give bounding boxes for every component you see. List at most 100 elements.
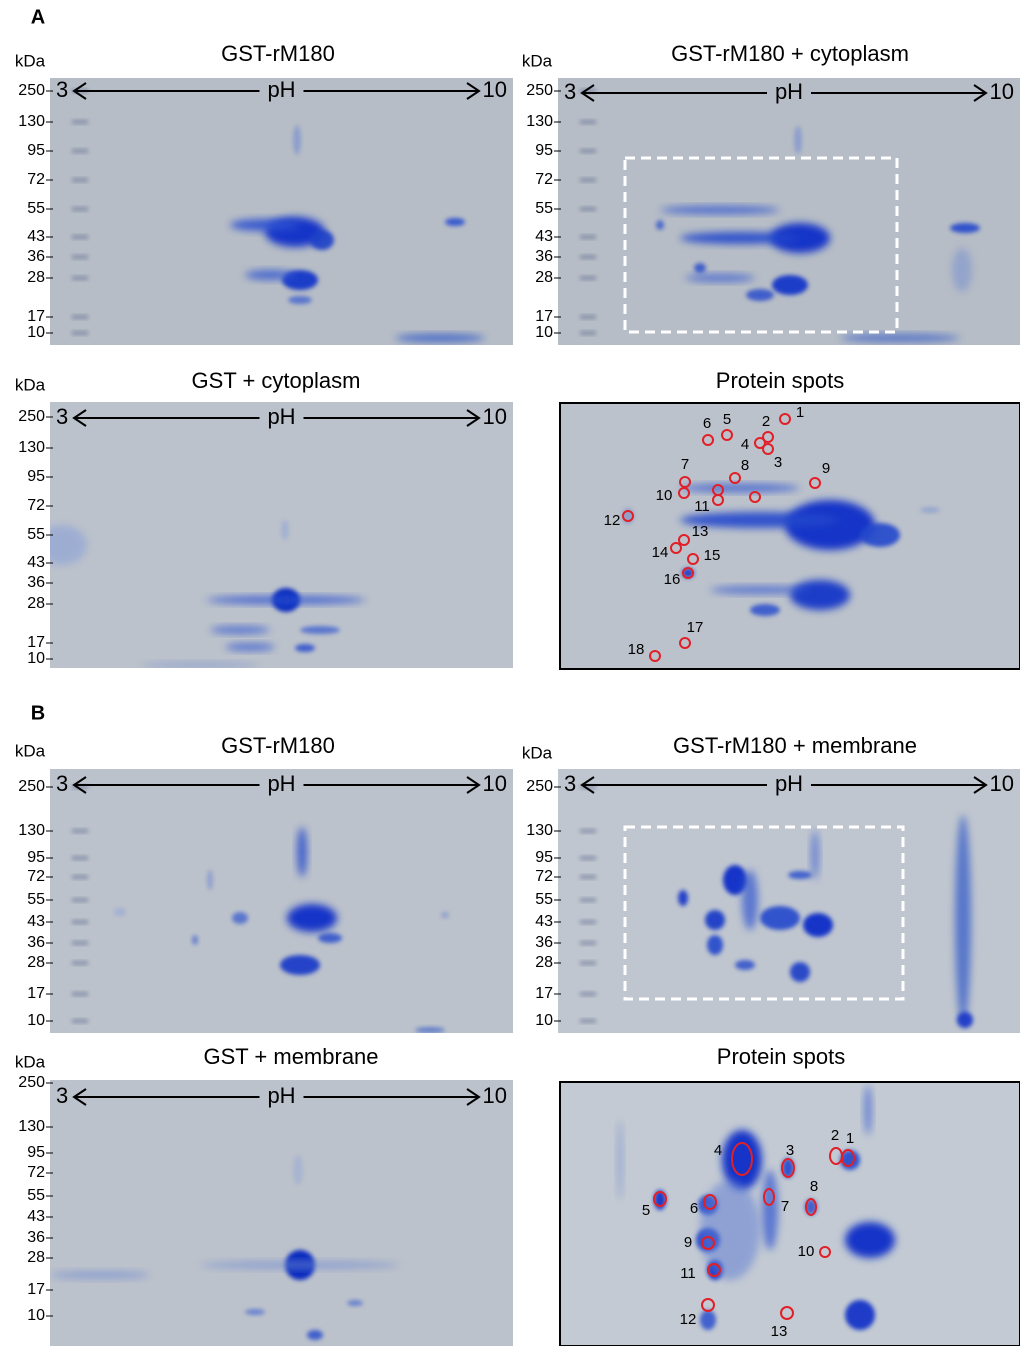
ph-label: pH xyxy=(267,404,295,429)
marker-label: 43 xyxy=(27,1208,45,1225)
ladder-band xyxy=(580,992,596,996)
protein-blob xyxy=(445,218,465,226)
ladder-band xyxy=(72,149,88,153)
protein-blob xyxy=(742,870,758,930)
marker-label: 43 xyxy=(27,228,45,245)
protein-blob xyxy=(232,912,248,924)
marker-label: 95 xyxy=(27,468,45,485)
spot-number: 7 xyxy=(781,1198,789,1215)
unit-label: kDa xyxy=(15,375,46,394)
protein-blob xyxy=(210,626,270,634)
marker-label: 10 xyxy=(27,1012,45,1029)
panel-title: GST + cytoplasm xyxy=(192,368,361,393)
arrow-head xyxy=(72,409,87,427)
ladder-band xyxy=(580,235,596,239)
marker-label: 10 xyxy=(27,650,45,667)
ph-low: 3 xyxy=(56,404,68,429)
gel-image xyxy=(50,769,513,1033)
ph-low: 3 xyxy=(56,1083,68,1108)
marker-label: 28 xyxy=(27,954,45,971)
protein-blob xyxy=(441,912,449,918)
marker-label: 17 xyxy=(27,308,45,325)
gel-background xyxy=(50,769,513,1033)
ph-high: 10 xyxy=(483,77,507,102)
panel-title: GST-rM180 xyxy=(221,41,335,66)
protein-blob xyxy=(746,289,774,301)
spot-number: 10 xyxy=(656,487,673,504)
marker-label: 36 xyxy=(27,574,45,591)
protein-blob xyxy=(395,334,485,342)
spot-number: 8 xyxy=(741,457,749,474)
protein-blob xyxy=(790,962,810,982)
spot-circle xyxy=(703,1194,717,1210)
marker-label: 36 xyxy=(27,248,45,265)
spot-number: 10 xyxy=(798,1243,815,1260)
marker-label: 72 xyxy=(27,1164,45,1181)
protein-blob xyxy=(845,1222,895,1258)
marker-label: 28 xyxy=(27,269,45,286)
marker-label: 17 xyxy=(27,634,45,651)
ladder-band xyxy=(72,941,88,945)
marker-label: 55 xyxy=(27,200,45,217)
marker-label: 250 xyxy=(18,1074,45,1091)
protein-blob xyxy=(788,871,812,879)
ph-high: 10 xyxy=(990,79,1014,104)
ladder-band xyxy=(580,207,596,211)
spot-circle xyxy=(707,1263,721,1277)
ladder-band xyxy=(72,875,88,879)
spot-circle xyxy=(679,637,691,649)
marker-label: 55 xyxy=(535,891,553,908)
ph-label: pH xyxy=(267,771,295,796)
gel-background xyxy=(558,78,1020,345)
panel-title: GST-rM180 + cytoplasm xyxy=(671,41,909,66)
panel-border xyxy=(559,1081,1020,1346)
unit-label: kDa xyxy=(522,743,553,762)
spot-circle xyxy=(780,1306,794,1320)
spot-number: 15 xyxy=(704,547,721,564)
arrow-head xyxy=(466,776,481,794)
gel-background xyxy=(50,78,513,345)
marker-label: 250 xyxy=(18,408,45,425)
marker-label: 250 xyxy=(526,778,553,795)
zoom-region xyxy=(623,156,899,334)
spot-number: 2 xyxy=(762,413,770,430)
spot-number: 11 xyxy=(694,498,710,515)
spot-circle xyxy=(701,1236,715,1250)
spot-number: 13 xyxy=(771,1323,788,1340)
ph-high: 10 xyxy=(990,771,1014,796)
ladder-band xyxy=(72,120,88,124)
spot-circle xyxy=(622,510,634,522)
gel-image xyxy=(558,78,1020,345)
protein-blob xyxy=(297,827,307,877)
spot-circle xyxy=(682,567,694,579)
protein-blob xyxy=(920,507,940,513)
ladder-band xyxy=(72,255,88,259)
spot-circle xyxy=(781,1158,795,1178)
marker-label: 130 xyxy=(526,822,553,839)
marker-label: 43 xyxy=(27,913,45,930)
protein-blob xyxy=(293,125,301,155)
protein-blob xyxy=(140,662,260,668)
panel-title: Protein spots xyxy=(716,368,844,393)
ph-low: 3 xyxy=(56,77,68,102)
ladder-band xyxy=(580,315,596,319)
marker-label: 28 xyxy=(535,269,553,286)
protein-blob xyxy=(300,626,340,634)
spot-circle xyxy=(754,437,766,449)
protein-blob xyxy=(678,890,688,906)
protein-blob xyxy=(617,1120,623,1200)
protein-blob xyxy=(790,580,850,610)
protein-blob xyxy=(685,274,755,282)
protein-blob xyxy=(347,1300,363,1306)
marker-label: 17 xyxy=(27,1281,45,1298)
spot-number: 9 xyxy=(684,1234,692,1251)
ladder-band xyxy=(72,992,88,996)
marker-label: 36 xyxy=(27,934,45,951)
protein-blob xyxy=(280,955,320,975)
marker-label: 95 xyxy=(27,849,45,866)
arrow-head xyxy=(580,84,595,102)
unit-label: kDa xyxy=(15,51,46,70)
spot-number: 4 xyxy=(714,1142,722,1159)
spot-circle xyxy=(819,1246,831,1258)
spot-circle xyxy=(712,484,724,496)
